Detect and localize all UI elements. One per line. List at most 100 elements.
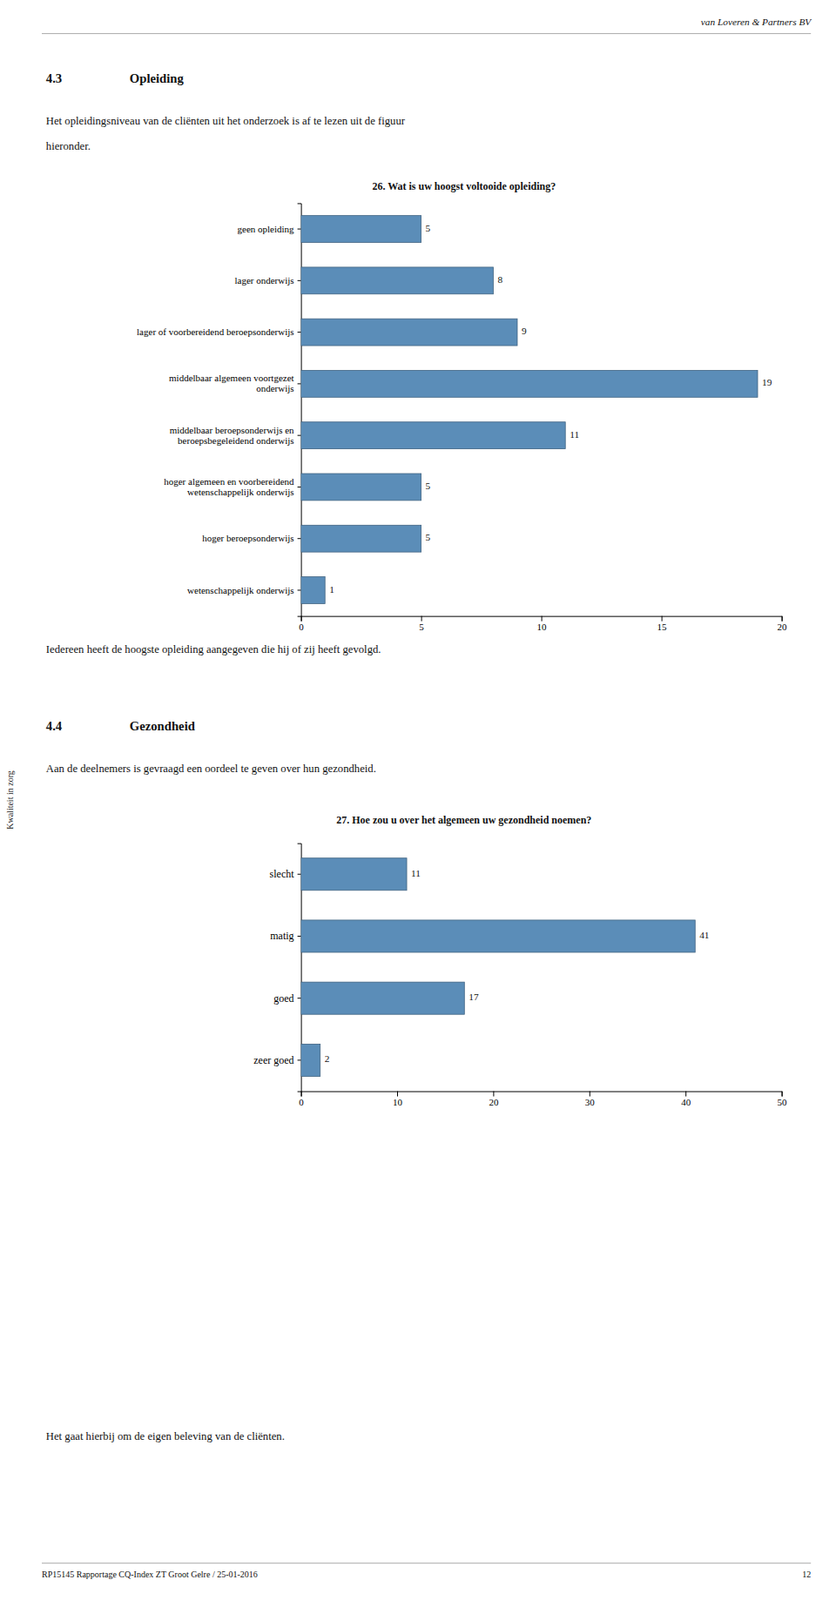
x-tick-label: 5 [418, 621, 425, 633]
x-tick-mark [685, 1092, 687, 1098]
bar [301, 920, 696, 953]
y-tick-label: hoger beroepsonderwijs [202, 532, 294, 544]
header-rule [41, 33, 811, 34]
x-tick-mark [782, 1092, 783, 1098]
x-tick-label: 40 [680, 1097, 692, 1108]
y-tick-label: slecht [269, 868, 296, 881]
section-text: Aan de deelnemers is gevraagd een oordee… [46, 762, 377, 776]
section-number: 4.4 [46, 719, 63, 734]
y-tick-mark [297, 538, 302, 540]
y-axis: zeer goed goed matig slecht [253, 843, 302, 1093]
x-tick-label: 50 [777, 1097, 789, 1108]
x-tick: 40 [680, 1092, 692, 1109]
section-title: Gezondheid [129, 719, 196, 734]
data-label: 8 [497, 274, 503, 285]
bar [301, 215, 422, 243]
section-number: 4.3 [46, 71, 62, 86]
footer: RP15145 Rapportage CQ-Index ZT Groot Gel… [41, 1570, 258, 1580]
x-tick-mark [541, 616, 543, 622]
page-number: 12 [802, 1570, 811, 1580]
data-label: 2 [324, 1053, 331, 1065]
x-tick: 15 [657, 616, 668, 634]
y-tick: goed [273, 992, 301, 1005]
y-tick-mark [297, 383, 302, 385]
data-label: 5 [425, 222, 432, 234]
y-tick-mark [297, 435, 302, 437]
x-tick: 0 [298, 1092, 304, 1109]
y-tick-mark [297, 589, 302, 591]
data-label: 9 [521, 325, 527, 337]
y-tick: middelbaar beroepsonderwijs enberoepsbeg… [169, 424, 302, 446]
chart-title: 26. Wat is uw hoogst voltooide opleiding… [371, 180, 556, 193]
bars [301, 858, 696, 1078]
y-tick-mark [297, 486, 302, 488]
x-tick-mark [397, 1092, 398, 1098]
y-tick-mark [297, 1059, 302, 1061]
y-tick: lager onderwijs [234, 275, 301, 286]
y-tick: hoger algemeen en voorbereidendwetenscha… [163, 476, 301, 498]
side-text: Kwaliteit in zorg [5, 770, 15, 830]
x-tick-label: 30 [585, 1097, 596, 1108]
section-title: Opleiding [129, 71, 185, 86]
y-tick-mark [297, 280, 302, 282]
bars [301, 215, 758, 605]
y-tick: wetenschappelijk onderwijs [187, 585, 302, 596]
y-tick-mark [297, 997, 302, 999]
bar [301, 982, 466, 1015]
y-tick-label: geen opleiding [237, 223, 296, 235]
x-tick-mark [589, 1092, 591, 1098]
x-tick-mark [782, 616, 783, 622]
y-tick: hoger beroepsonderwijs [202, 532, 301, 544]
x-axis: 0 10 20 30 40 50 [298, 1092, 788, 1109]
x-tick-label: 20 [777, 621, 789, 633]
y-tick: lager of voorbereidend beroepsonderwijs [136, 326, 302, 338]
bar [301, 370, 758, 398]
x-tick: 20 [488, 1092, 499, 1109]
x-tick-label: 10 [392, 1097, 404, 1108]
bar [301, 525, 422, 553]
y-tick: middelbaar algemeen voortgezetonderwijs [168, 372, 302, 394]
data-label: 11 [569, 429, 580, 440]
chart-title: 27. Hoe zou u over het algemeen uw gezon… [336, 814, 592, 827]
chart: 05101520wetenschappelijk onderwijshoger … [136, 203, 788, 634]
page: van Loveren & Partners BVKwaliteit in zo… [0, 0, 836, 1600]
x-tick: 30 [585, 1092, 596, 1109]
data-label: 5 [425, 532, 432, 543]
y-tick-label: goed [273, 992, 294, 1005]
y-tick-mark [297, 874, 302, 876]
bar [301, 318, 518, 346]
y-tick-label: middelbaar beroepsonderwijs enberoepsbeg… [169, 424, 295, 446]
x-tick: 50 [777, 1092, 789, 1109]
y-tick-label: lager of voorbereidend beroepsonderwijs [136, 326, 295, 338]
y-tick: matig [269, 930, 301, 943]
data-label: 5 [425, 480, 432, 492]
x-tick-label: 0 [298, 621, 304, 633]
x-tick-label: 15 [657, 621, 668, 633]
y-axis: wetenschappelijk onderwijs hoger beroepso… [136, 203, 302, 617]
y-tick-label: matig [269, 930, 294, 943]
x-tick-mark [421, 616, 423, 622]
section-text: hieronder. [46, 140, 91, 153]
x-tick-mark [492, 1092, 494, 1098]
bar [301, 422, 567, 450]
y-tick-label: zeer goed [253, 1054, 294, 1067]
y-tick: zeer goed [253, 1054, 301, 1067]
bar [301, 1044, 321, 1077]
section-text: Het opleidingsniveau van de cliënten uit… [46, 114, 406, 128]
data-labels: 1 5 5 11 19 9 8 5 [329, 222, 772, 595]
x-axis: 0 5 10 15 20 [298, 616, 788, 634]
x-tick: 10 [392, 1092, 404, 1109]
x-tick: 20 [777, 616, 789, 634]
data-label: 17 [468, 991, 479, 1003]
data-labels: 2174111 [324, 868, 710, 1066]
x-tick: 10 [537, 616, 548, 634]
data-label: 11 [411, 868, 421, 879]
x-tick-label: 0 [298, 1097, 304, 1108]
note: Het gaat hierbij om de eigen beleving va… [46, 1430, 285, 1443]
data-label: 1 [329, 584, 335, 595]
data-label: 19 [761, 377, 773, 388]
bar [301, 267, 494, 295]
y-tick-mark [297, 331, 302, 333]
note: Iedereen heeft de hoogste opleiding aang… [46, 643, 382, 656]
y-tick: geen opleiding [237, 223, 302, 235]
